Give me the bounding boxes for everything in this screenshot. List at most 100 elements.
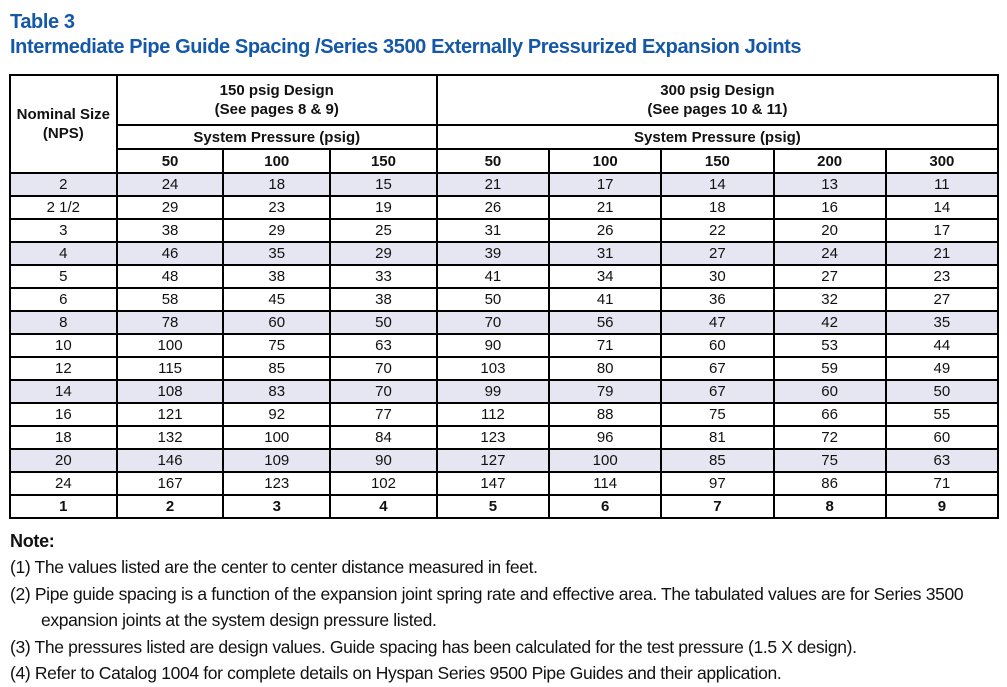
spacing-value-cell: 99 <box>435 379 551 404</box>
nominal-size-cell: 24 <box>9 471 118 496</box>
spacing-value-cell: 108 <box>115 379 225 404</box>
spacing-value-cell: 49 <box>884 356 1000 381</box>
spacing-value-cell: 17 <box>548 172 663 197</box>
spacing-value-cell: 88 <box>548 402 663 427</box>
nominal-size-cell: 12 <box>9 356 118 381</box>
nominal-size-cell: 20 <box>9 448 118 473</box>
spacing-value-cell: 121 <box>115 402 225 427</box>
spacing-value-cell: 16 <box>772 195 887 220</box>
table-row: 12 115 85 70 103 80 67 59 49 <box>9 356 1000 381</box>
spacing-value-cell: 53 <box>772 333 887 358</box>
spacing-value-cell: 71 <box>884 471 1000 496</box>
spacing-value-cell: 63 <box>884 448 1000 473</box>
spacing-value-cell: 27 <box>884 287 1000 312</box>
nominal-size-cell: 8 <box>9 310 118 335</box>
spacing-value-cell: 38 <box>115 218 225 243</box>
spacing-value-cell: 72 <box>772 425 887 450</box>
pressure-column-header-300psig-200: 200 <box>772 148 887 174</box>
nominal-size-header-line2: (NPS) <box>42 125 84 142</box>
spacing-value-cell: 67 <box>660 356 775 381</box>
spacing-value-cell: 21 <box>884 241 1000 266</box>
spacing-value-cell: 15 <box>329 172 438 197</box>
column-number-cell: 9 <box>884 494 1000 519</box>
nominal-size-cell: 2 1/2 <box>9 195 118 220</box>
system-pressure-label-300: System Pressure (psig) <box>435 124 1000 150</box>
table-row: 20 146 109 90 127 100 85 75 63 <box>9 448 1000 473</box>
table-row: 24 167 123 102 147 114 97 86 71 <box>9 471 1000 496</box>
spacing-value-cell: 27 <box>660 241 775 266</box>
spacing-value-cell: 60 <box>884 425 1000 450</box>
spacing-value-cell: 23 <box>222 195 332 220</box>
spacing-value-cell: 26 <box>435 195 551 220</box>
spacing-value-cell: 102 <box>329 471 438 496</box>
system-pressure-label-150: System Pressure (psig) <box>115 124 438 150</box>
spacing-value-cell: 60 <box>772 379 887 404</box>
pressure-column-header-150psig-100: 100 <box>222 148 332 174</box>
spacing-value-cell: 85 <box>222 356 332 381</box>
spacing-value-cell: 32 <box>772 287 887 312</box>
group-header-150psig: 150 psig Design (See pages 8 & 9) <box>115 74 438 126</box>
pressure-column-header-150psig-50: 50 <box>115 148 225 174</box>
spacing-value-cell: 103 <box>435 356 551 381</box>
design-header-row: Nominal Size (NPS) 150 psig Design (See … <box>9 74 1000 174</box>
spacing-value-cell: 92 <box>222 402 332 427</box>
group-header-300psig: 300 psig Design (See pages 10 & 11) <box>435 74 1000 126</box>
spacing-value-cell: 13 <box>772 172 887 197</box>
table-row: 10 100 75 63 90 71 60 53 44 <box>9 333 1000 358</box>
spacing-value-cell: 78 <box>115 310 225 335</box>
column-number-cell: 6 <box>548 494 663 519</box>
note-2: (2) Pipe guide spacing is a function of … <box>10 583 964 631</box>
spacing-value-cell: 20 <box>772 218 887 243</box>
spacing-value-cell: 90 <box>329 448 438 473</box>
group-header-150psig-title: 150 psig Design <box>219 82 334 99</box>
spacing-value-cell: 123 <box>435 425 551 450</box>
column-number-cell: 2 <box>115 494 225 519</box>
spacing-value-cell: 67 <box>660 379 775 404</box>
spacing-value-cell: 29 <box>115 195 225 220</box>
column-number-cell: 7 <box>660 494 775 519</box>
spacing-value-cell: 56 <box>548 310 663 335</box>
spacing-value-cell: 26 <box>548 218 663 243</box>
spacing-value-cell: 127 <box>435 448 551 473</box>
spacing-value-cell: 17 <box>884 218 1000 243</box>
spacing-value-cell: 85 <box>660 448 775 473</box>
nominal-size-header-line1: Nominal Size <box>16 106 111 123</box>
spacing-value-cell: 75 <box>660 402 775 427</box>
spacing-value-cell: 31 <box>548 241 663 266</box>
nominal-size-cell: 16 <box>9 402 118 427</box>
nominal-size-cell: 14 <box>9 379 118 404</box>
spacing-value-cell: 66 <box>772 402 887 427</box>
table-row: 6 58 45 38 50 41 36 32 27 <box>9 287 1000 312</box>
pressure-column-header-300psig-100: 100 <box>548 148 663 174</box>
nominal-size-cell: 3 <box>9 218 118 243</box>
nominal-size-cell: 6 <box>9 287 118 312</box>
pressure-column-header-150psig-150: 150 <box>329 148 438 174</box>
spacing-value-cell: 112 <box>435 402 551 427</box>
spacing-value-cell: 75 <box>772 448 887 473</box>
spacing-value-cell: 18 <box>660 195 775 220</box>
spacing-value-cell: 50 <box>329 310 438 335</box>
column-number-cell: 1 <box>9 494 118 519</box>
spacing-value-cell: 25 <box>329 218 438 243</box>
pressure-column-header-300psig-150: 150 <box>660 148 775 174</box>
spacing-value-cell: 70 <box>329 379 438 404</box>
spacing-value-cell: 18 <box>222 172 332 197</box>
pressure-column-header-300psig-300: 300 <box>884 148 1000 174</box>
spacing-value-cell: 27 <box>772 264 887 289</box>
spacing-value-cell: 21 <box>548 195 663 220</box>
system-pressure-header-row: System Pressure (psig) System Pressure (… <box>10 124 1000 150</box>
spacing-value-cell: 97 <box>660 471 775 496</box>
nominal-size-cell: 10 <box>9 333 118 358</box>
table-row: 2 24 18 15 21 17 14 13 11 <box>9 172 1000 197</box>
pipe-guide-spacing-table: Nominal Size (NPS) 150 psig Design (See … <box>9 74 1000 519</box>
note-3: (3) The pressures listed are design valu… <box>10 636 857 657</box>
spacing-value-cell: 90 <box>435 333 551 358</box>
spacing-value-cell: 44 <box>884 333 1000 358</box>
spacing-value-cell: 100 <box>548 448 663 473</box>
group-header-300psig-subtitle: (See pages 10 & 11) <box>647 101 788 118</box>
spacing-value-cell: 35 <box>222 241 332 266</box>
spacing-value-cell: 132 <box>115 425 225 450</box>
spacing-value-cell: 23 <box>884 264 1000 289</box>
spacing-value-cell: 39 <box>435 241 551 266</box>
